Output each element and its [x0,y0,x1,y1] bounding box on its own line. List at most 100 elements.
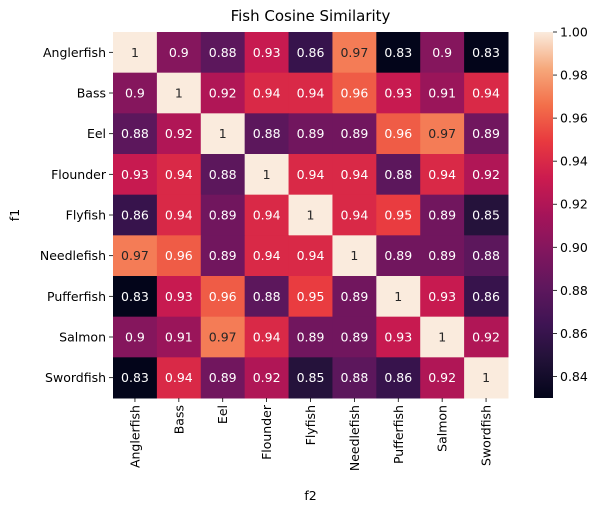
cell-value-label: 0.88 [209,45,237,60]
heatmap-cell [200,357,246,399]
y-tick-labels: Anglerfish Bass Eel Flounder Flyfish Needlefi… [40,45,113,385]
cell-value-label: 0.93 [253,45,281,60]
colorbar [534,32,553,398]
heatmap-cell [200,154,246,196]
cell-value-label: 0.94 [253,330,281,345]
heatmap-cell [464,357,509,399]
cell-value-label: 0.89 [340,289,368,304]
heatmap-cell [420,113,465,155]
cell-value-label: 0.9 [125,86,145,101]
cell-value-label: 1 [175,86,183,101]
cell-value-label: 0.83 [472,45,500,60]
heatmap-cell [464,113,509,155]
cell-value-label: 0.97 [121,248,149,263]
cell-value-label: 0.89 [340,330,368,345]
x-axis-label: f2 [304,488,316,503]
colorbar-tick-label: 0.86 [560,326,588,341]
cell-value-label: 0.9 [169,45,189,60]
heatmap-cell [464,72,509,114]
y-tick-label: Flounder [51,167,107,182]
cell-value-label: 0.96 [340,86,368,101]
cell-value-label: 0.97 [209,330,237,345]
cell-value-label: 0.94 [428,167,456,182]
heatmap-cell [288,32,333,74]
cell-value-label: 1 [438,330,446,345]
heatmap-cell [376,194,421,236]
cell-value-label: 0.86 [297,45,325,60]
heatmap-cell [244,235,290,277]
heatmap-cell [464,32,509,74]
heatmap-cell [376,357,421,399]
x-tick-label: Pufferfish [391,405,406,464]
colorbar-tick-label: 0.96 [560,111,588,126]
cell-value-label: 0.83 [121,289,149,304]
x-tick-label: Flyfish [303,405,318,445]
heatmap-cell [420,316,465,358]
cell-value-label: 0.95 [384,208,412,223]
cell-value-label: 0.93 [384,330,412,345]
cell-value-label: 0.88 [209,167,237,182]
cell-value-label: 0.89 [472,126,500,141]
colorbar-ticks: 0.84 0.86 0.88 0.90 0.92 0.94 0.96 0.98 1.00 [553,25,588,384]
colorbar-tick-label: 0.94 [560,154,588,169]
heatmap-cell [200,72,246,114]
heatmap-cell [332,357,377,399]
cell-value-label: 0.94 [165,208,193,223]
colorbar-tick-label: 0.84 [560,369,588,384]
cell-value-label: 0.91 [165,330,193,345]
cell-value-label: 0.92 [253,370,281,385]
cell-value-label: 0.93 [165,289,193,304]
cell-value-label: 0.88 [253,289,281,304]
x-tick-label: Salmon [435,405,450,452]
colorbar-tick-label: 0.92 [560,197,588,212]
chart-title: Fish Cosine Similarity [231,7,391,25]
heatmap-cell [376,32,421,74]
y-tick-label: Swordfish [45,370,106,385]
heatmap-cell [200,113,246,155]
heatmap-cell [288,72,333,114]
y-tick-label: Bass [77,86,106,101]
heatmap-cell [420,154,465,196]
heatmap-cell [244,32,290,74]
colorbar-tick-label: 0.90 [560,240,588,255]
heatmap-cell [156,357,202,399]
heatmap-cell [332,316,377,358]
heatmap-cell [156,235,202,277]
cell-value-label: 0.89 [428,208,456,223]
cell-value-label: 0.93 [384,86,412,101]
x-tick-label: Flounder [259,404,274,460]
heatmap-cell [420,235,465,277]
cell-value-label: 1 [219,126,227,141]
cell-value-label: 0.96 [209,289,237,304]
heatmap-cell [376,316,421,358]
cell-value-label: 0.92 [472,330,500,345]
heatmap-cell [464,316,509,358]
cell-value-label: 0.88 [340,370,368,385]
heatmap-cell [156,113,202,155]
heatmap-cell [464,235,509,277]
heatmap-cell [200,276,246,318]
x-tick-label: Eel [215,405,230,424]
heatmap-cell [113,72,158,114]
heatmap-cell [376,72,421,114]
cell-value-label: 1 [263,167,271,182]
cell-value-label: 0.92 [209,86,237,101]
y-axis-label: f1 [7,209,22,221]
colorbar-tick-label: 0.98 [560,68,588,83]
cell-value-label: 0.89 [297,126,325,141]
heatmap-cell [420,32,465,74]
heatmap-cell [156,194,202,236]
cell-value-label: 0.89 [428,248,456,263]
heatmap-cell [244,154,290,196]
cell-value-label: 0.94 [340,167,368,182]
heatmap-cell [420,72,465,114]
cell-value-label: 0.86 [472,289,500,304]
cell-value-label: 0.89 [209,370,237,385]
cell-value-label: 0.91 [428,86,456,101]
cell-value-label: 0.94 [165,167,193,182]
cell-value-label: 0.85 [472,208,500,223]
heatmap-cell [288,113,333,155]
x-tick-label: Anglerfish [127,405,142,468]
cell-value-label: 0.94 [297,248,325,263]
